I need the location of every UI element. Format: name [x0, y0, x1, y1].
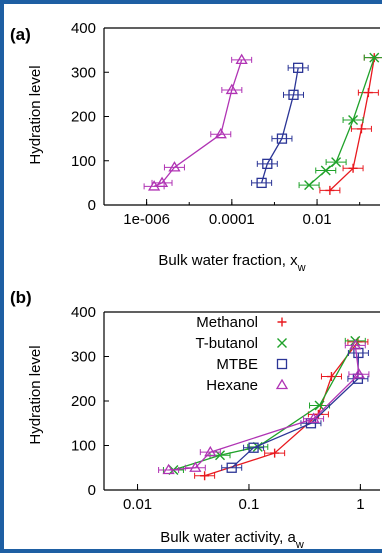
panel-a-ytick-label: 100: [71, 153, 96, 170]
panel-b-ytick-label: 300: [71, 349, 96, 366]
panel-a-ytick-label: 300: [71, 64, 96, 81]
panel-b-error-bar: [303, 415, 325, 422]
panel-b-legend: Methanol T-butanol MTBE Hexane: [195, 314, 289, 394]
panel-a-data-point: [363, 88, 373, 98]
panel-a-data-point: [225, 83, 238, 95]
panel-b-error-bar: [348, 371, 370, 378]
panel-b-legend-marker: [277, 317, 287, 327]
panel-b-legend-label: Hexane: [206, 377, 258, 394]
panel-b-legend-marker: [276, 358, 288, 370]
panel-a-data-point: [256, 177, 267, 189]
panel-b-xtick-label: 1: [356, 496, 364, 513]
panel-b-legend-label: T-butanol: [195, 335, 258, 352]
panel-b-error-bar: [344, 342, 366, 349]
panel-b-xlabel: Bulk water activity, aw: [160, 529, 304, 551]
panel-a-error-bar: [283, 91, 304, 98]
panel-a-label: (a): [10, 25, 31, 44]
panel-b-error-bar: [158, 466, 180, 473]
panel-b-error-bar: [347, 349, 369, 356]
panel-b-legend-marker: [275, 378, 289, 390]
panel-a-data-point: [320, 165, 331, 176]
panel-b-error-bar: [243, 444, 265, 451]
panel-b-data-point: [162, 463, 175, 475]
panel-a-data-point: [155, 176, 169, 188]
panel-a-series-hexane: [143, 53, 253, 191]
panel-b-ylabel: Hydration level: [27, 345, 44, 444]
panel-a-ytick-label: 200: [71, 109, 96, 126]
panel-b-plot: 0 100 200 300 400 0.01 0.1 1 Methanol T-butanol MT…: [71, 304, 380, 513]
panel-a-error-bar: [221, 86, 243, 93]
panel-b-data-point: [326, 372, 336, 382]
panel-a-series-mtbe: [251, 62, 309, 189]
panel-b-data-point: [352, 368, 366, 379]
panel-b-xtick-label: 0.1: [239, 496, 260, 513]
panel-b-label: (b): [10, 288, 32, 307]
panel-b-ytick-label: 100: [71, 438, 96, 455]
panel-a-error-bar: [271, 135, 293, 142]
panel-b-legend-label: Methanol: [196, 314, 258, 331]
panel-a-xtick-label: 0.01: [302, 211, 331, 228]
panel-a-data-point: [304, 180, 315, 191]
panel-a-xlabel-main: Bulk water fraction, x: [158, 252, 298, 269]
panel-b-data-point: [204, 445, 217, 457]
panel-a-data-point: [235, 53, 248, 65]
panel-b-data-point: [189, 461, 202, 472]
panel-a-error-bar: [163, 164, 185, 171]
panel-b-ytick-label: 0: [88, 482, 96, 499]
panel-a-data-point: [276, 133, 288, 144]
panel-a-error-bar: [151, 179, 173, 186]
panel-a-data-point: [369, 52, 380, 63]
panel-a-data-point: [356, 124, 366, 134]
panel-b-legend-label: MTBE: [216, 356, 258, 373]
panel-b-series-hexane: [158, 339, 370, 475]
panel-a-ytick-label: 400: [71, 20, 96, 37]
panel-b-legend-marker: [277, 338, 287, 348]
panel-a-data-point: [331, 157, 342, 168]
panel-a-error-bar: [210, 131, 232, 138]
panel-a-error-bar: [256, 160, 278, 167]
panel-b-data-point: [349, 339, 362, 350]
panel-b-data-point: [226, 462, 237, 473]
panel-a-xlabel: Bulk water fraction, xw: [158, 252, 305, 274]
panel-a-ytick-label: 0: [88, 197, 96, 214]
panel-b-data-point: [248, 442, 259, 453]
panel-b-ytick-label: 400: [71, 304, 96, 321]
panel-a-data-point: [288, 89, 299, 100]
panel-a-data-point: [214, 127, 227, 139]
panel-b-ytick-label: 200: [71, 393, 96, 410]
panel-a-xtick-label: 0.0001: [209, 211, 255, 228]
panel-b-error-bar: [184, 464, 206, 471]
panel-a-error-bar: [231, 56, 253, 63]
panel-a-ylabel: Hydration level: [27, 65, 44, 164]
panel-b-error-bar: [221, 464, 243, 471]
panel-b-data-point: [270, 448, 280, 458]
panel-b-error-bar: [347, 375, 369, 382]
panel-b-xlabel-main: Bulk water activity, a: [160, 529, 296, 546]
panel-a-data-point: [325, 185, 335, 195]
panel-a-data-point: [168, 161, 181, 172]
panel-a-series-t-butanol: [298, 52, 382, 191]
panel-a-series-line: [153, 59, 243, 187]
panel-b-data-point: [307, 412, 320, 423]
panel-a-error-bar: [287, 64, 309, 71]
panel-a-data-point: [293, 62, 304, 73]
panel-b-data-point: [314, 400, 325, 411]
panel-a-plot: 0 100 200 300 400 1e-006 0.0001 0.01: [71, 20, 382, 228]
panel-b-xtick-label: 0.01: [123, 496, 152, 513]
panel-a-error-bar: [251, 179, 273, 186]
panel-a-data-point: [348, 163, 358, 173]
panel-a-data-point: [262, 158, 273, 169]
panel-b-error-bar: [199, 449, 221, 456]
panel-a-xlabel-sub: w: [297, 262, 306, 274]
panel-b-data-point: [200, 471, 210, 481]
panel-b-xlabel-sub: w: [295, 539, 304, 551]
panel-a-data-point: [348, 115, 359, 126]
panel-a-xtick-label: 1e-006: [123, 211, 170, 228]
